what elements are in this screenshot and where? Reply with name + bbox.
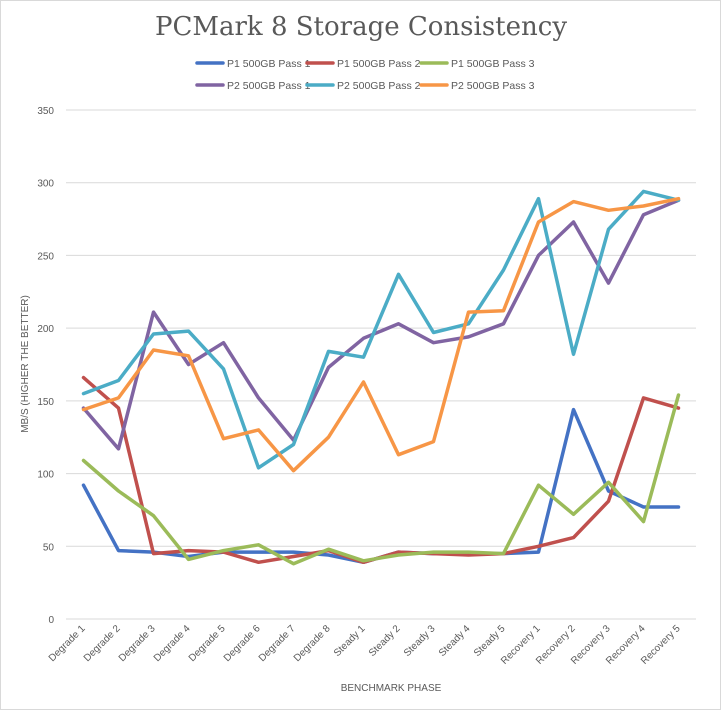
- chart-title: PCMark 8 Storage Consistency: [155, 12, 567, 42]
- legend-label: P2 500GB Pass 1: [227, 80, 311, 92]
- y-tick-label: 250: [37, 251, 54, 262]
- series-line-2: [81, 375, 681, 565]
- legend-label: P1 500GB Pass 1: [227, 58, 311, 70]
- y-tick-label: 0: [48, 615, 54, 626]
- y-tick-label: 350: [37, 106, 54, 117]
- x-tick-label: Degrade 1: [47, 623, 88, 664]
- y-tick-label: 150: [37, 397, 54, 408]
- x-tick-label: Steady 5: [472, 623, 508, 659]
- y-tick-label: 50: [43, 542, 55, 553]
- x-tick-label: Degrade 2: [82, 623, 123, 664]
- x-tick-label: Steady 3: [402, 623, 438, 659]
- x-tick-label: Steady 2: [367, 623, 403, 659]
- legend-label: P2 500GB Pass 2: [337, 80, 421, 92]
- legend-label: P1 500GB Pass 3: [451, 58, 535, 70]
- x-tick-label: Degrade 8: [292, 623, 333, 664]
- x-tick-label: Degrade 5: [187, 623, 228, 664]
- x-tick-label: Degrade 6: [222, 623, 263, 664]
- series-line-6: [81, 196, 681, 473]
- x-axis-title: BENCHMARK PHASE: [341, 683, 442, 694]
- series-line-3: [81, 393, 681, 566]
- legend-label: P2 500GB Pass 3: [451, 80, 535, 92]
- series-line-5: [81, 189, 681, 470]
- series-line-4: [81, 198, 681, 451]
- x-tick-label: Degrade 3: [117, 623, 158, 664]
- y-tick-label: 200: [37, 324, 54, 335]
- y-tick-label: 100: [37, 470, 54, 481]
- x-tick-label: Steady 4: [437, 623, 473, 659]
- legend-label: P1 500GB Pass 2: [337, 58, 421, 70]
- x-tick-label: Steady 1: [332, 623, 368, 659]
- y-axis-title: MB/S (HIGHER THE BETTER): [20, 295, 31, 433]
- x-tick-label: Degrade 7: [257, 623, 298, 664]
- y-tick-label: 300: [37, 179, 54, 190]
- x-tick-label: Degrade 4: [152, 623, 193, 664]
